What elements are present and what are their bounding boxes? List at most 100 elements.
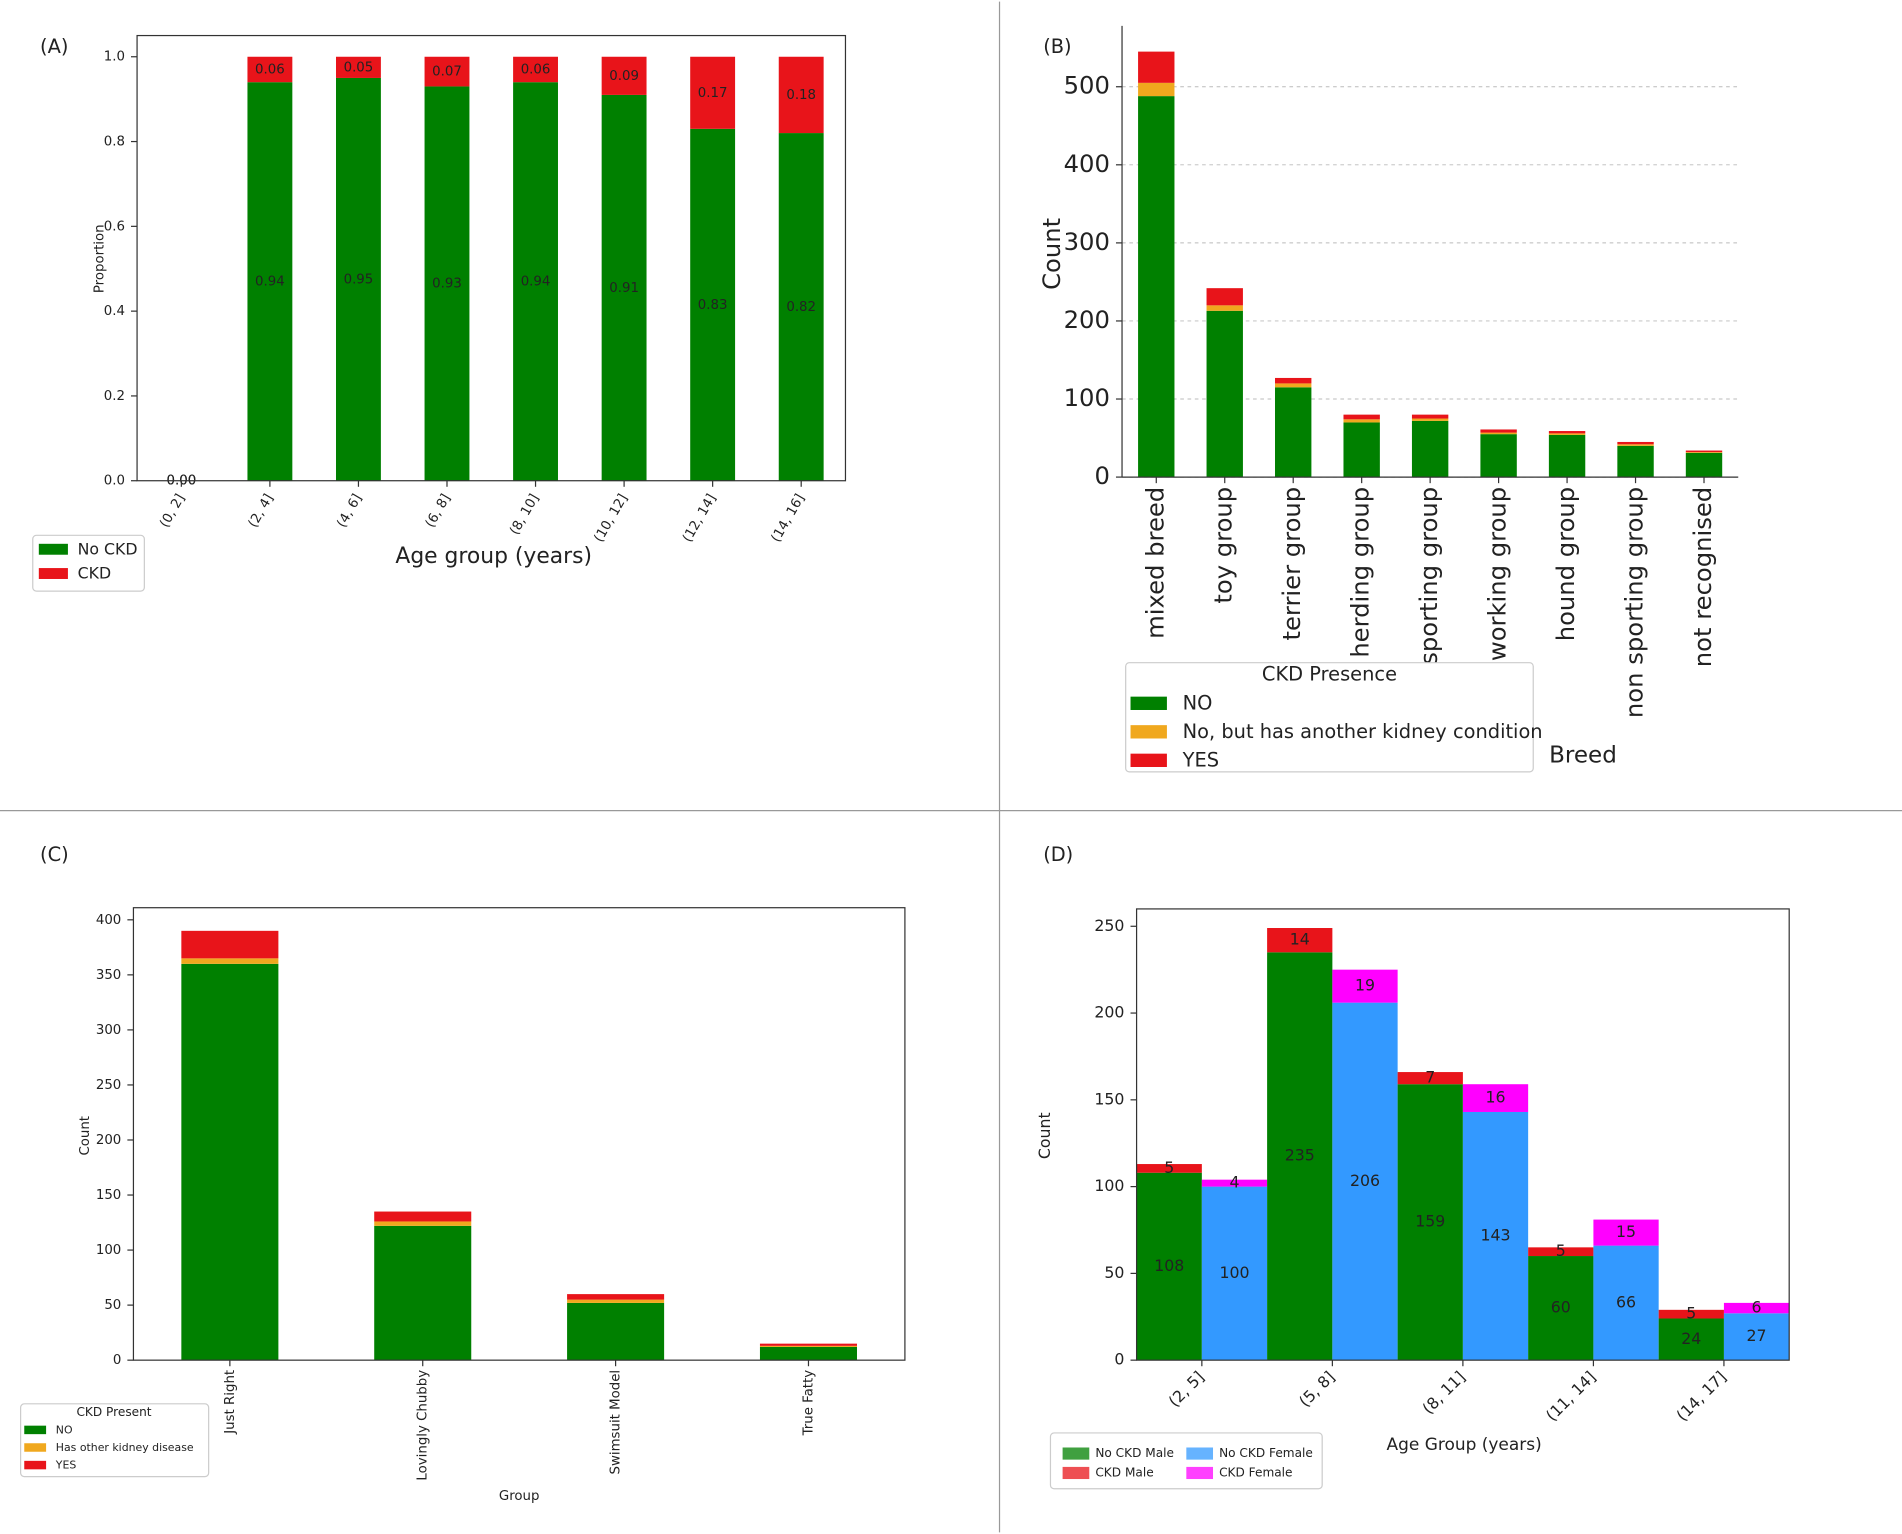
value-label: 0.93 [432, 277, 462, 292]
value-label: 0.95 [344, 272, 374, 287]
y-tick-label: 0 [113, 1353, 121, 1368]
legend-swatch [1186, 1447, 1214, 1460]
bar-segment [1528, 1247, 1594, 1257]
legend-swatch [1130, 725, 1167, 739]
bar-segment [778, 56, 824, 134]
legend-label: CKD Female [1219, 1465, 1292, 1479]
bar-segment [1462, 1111, 1529, 1361]
bar-segment [374, 1211, 472, 1222]
bar-segment [1617, 444, 1654, 446]
y-tick-label: 0.0 [104, 474, 125, 489]
value-label: 19 [1355, 976, 1375, 995]
bar-segment [1548, 434, 1586, 478]
panel-label: (D) [1043, 843, 1073, 866]
bar-segment [1397, 1072, 1463, 1085]
x-tick-label: True Fatty [801, 1370, 816, 1437]
x-axis-label: Age Group (years) [1386, 1435, 1541, 1455]
value-label: 0.94 [255, 274, 285, 289]
bar-segment [181, 930, 279, 959]
value-label: 66 [1616, 1292, 1636, 1311]
y-axis-label: Count [78, 1116, 93, 1156]
legend-label: YES [55, 1459, 77, 1472]
legend-box [1049, 1432, 1323, 1490]
legend-label: YES [1182, 748, 1219, 771]
legend-swatch [24, 1443, 47, 1452]
y-tick-label: 400 [1064, 149, 1110, 178]
y-tick-label: 250 [1094, 916, 1124, 935]
bar-segment [601, 94, 647, 481]
panel-label: (A) [40, 35, 68, 58]
bar-segment [1332, 1002, 1398, 1361]
bar-segment [1617, 445, 1654, 478]
bar-segment [1138, 96, 1175, 478]
x-tick-label: sporting group [1414, 487, 1443, 665]
legend-label: No CKD [78, 539, 138, 558]
x-tick-label: Just Right [223, 1370, 238, 1435]
bar-segment [1480, 434, 1517, 478]
x-tick-label: non sporting group [1620, 487, 1649, 718]
bar-segment [424, 86, 470, 481]
legend-box [1125, 662, 1534, 773]
legend-swatch [38, 543, 68, 555]
panel-label: (C) [40, 843, 69, 866]
value-label: 0.83 [698, 298, 728, 313]
value-label: 24 [1681, 1329, 1701, 1348]
bar-segment [1138, 82, 1175, 97]
y-tick-label: 100 [96, 1243, 121, 1258]
bar-segment [181, 963, 279, 1361]
bar-segment [513, 56, 558, 83]
bar-segment [1480, 432, 1517, 435]
plot-frame [136, 34, 847, 482]
bar-segment [1685, 452, 1723, 478]
bar-segment [1397, 1084, 1463, 1361]
value-label: 0.05 [344, 60, 374, 75]
bar-segment [374, 1221, 472, 1226]
bar-segment [1136, 1172, 1202, 1361]
value-label: 100 [1219, 1263, 1249, 1282]
y-tick-label: 50 [104, 1298, 121, 1313]
y-tick-label: 50 [1104, 1263, 1124, 1282]
x-axis-label: Breed [1549, 743, 1617, 769]
value-label: 60 [1551, 1298, 1571, 1317]
bar-segment [1267, 928, 1333, 953]
y-tick-label: 300 [96, 1023, 121, 1038]
bar-segment [1206, 305, 1243, 311]
x-axis-label: Age group (years) [395, 544, 592, 569]
value-label: 0.91 [609, 281, 639, 296]
x-axis-label: Group [499, 1489, 540, 1504]
bar-segment [181, 958, 279, 964]
legend-label: Has other kidney disease [56, 1441, 194, 1454]
bar-segment [1658, 1309, 1724, 1319]
bar-segment [1411, 420, 1449, 478]
bar-segment [1138, 51, 1175, 83]
legend-swatch [24, 1460, 47, 1470]
x-tick-label: mixed breed [1140, 487, 1169, 639]
bar-segment [1685, 450, 1723, 453]
value-label: 7 [1425, 1068, 1435, 1087]
bar-segment [759, 1343, 857, 1346]
y-tick-label: 200 [96, 1133, 121, 1148]
y-axis-label: Count [1035, 1112, 1054, 1159]
value-label: 235 [1285, 1146, 1315, 1165]
bar-segment [1136, 1164, 1202, 1173]
y-tick-label: 200 [1094, 1003, 1124, 1022]
y-tick-label: 0.6 [104, 219, 125, 234]
x-tick-label: Lovingly Chubby [416, 1370, 431, 1481]
x-tick-label: not recognised [1688, 487, 1717, 667]
value-label: 15 [1616, 1222, 1636, 1241]
value-label: 0.06 [255, 62, 285, 77]
bar-segment [1617, 441, 1654, 445]
panel-label: (B) [1043, 35, 1071, 58]
value-label: 27 [1747, 1326, 1767, 1345]
value-label: 0.06 [521, 62, 551, 77]
bar-segment [1658, 1318, 1724, 1361]
bar-segment [513, 82, 558, 481]
bar-segment [1275, 387, 1312, 478]
y-tick-label: 0.4 [104, 304, 125, 319]
bar-segment [1267, 952, 1333, 1361]
plot-frame [132, 907, 906, 1361]
legend-box [20, 1403, 210, 1478]
bar-segment [1548, 431, 1586, 434]
bar-segment [1593, 1219, 1659, 1246]
